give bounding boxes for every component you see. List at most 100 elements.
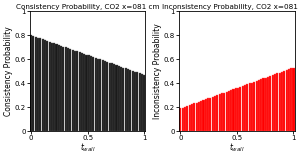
Y-axis label: Consistency Probability: Consistency Probability [4,26,13,116]
Bar [267,77,269,131]
Bar [202,100,205,131]
Bar [32,36,34,131]
Bar [258,80,260,131]
Bar [214,96,216,131]
Bar [104,61,106,131]
Bar [111,64,113,131]
Bar [53,43,55,131]
Bar [279,73,281,131]
Bar [237,88,239,131]
Bar [290,68,292,131]
Bar [228,91,230,131]
Bar [207,98,209,131]
Bar [74,51,76,131]
Bar [56,44,58,131]
Title: Inconsistency Probability, CO2 x=081 cm: Inconsistency Probability, CO2 x=081 cm [162,4,300,10]
Bar [226,92,228,131]
Bar [286,70,288,131]
Bar [79,52,81,131]
Bar [281,72,283,131]
Bar [242,86,244,131]
Bar [97,59,99,131]
Bar [127,69,129,131]
Bar [256,81,258,131]
Bar [249,83,251,131]
Bar [67,48,69,131]
Bar [49,42,51,131]
Bar [88,55,90,131]
Bar [116,65,118,131]
Bar [221,93,223,131]
Bar [30,35,32,131]
Bar [44,40,46,131]
Bar [182,108,184,131]
Bar [212,97,214,131]
Bar [129,70,131,131]
Bar [219,94,221,131]
Bar [246,84,248,131]
Bar [288,69,290,131]
Bar [90,56,92,131]
Bar [122,67,124,131]
X-axis label: $\mathit{t}_{wall}$: $\mathit{t}_{wall}$ [229,141,245,154]
Bar [216,95,218,131]
Bar [69,49,71,131]
Bar [230,90,232,131]
Bar [274,74,276,131]
Bar [200,101,202,131]
Bar [251,83,253,131]
Bar [58,45,60,131]
Bar [120,67,122,131]
Bar [113,64,115,131]
Bar [46,41,48,131]
Bar [292,68,295,131]
Bar [139,73,141,131]
Bar [92,57,95,131]
Bar [244,85,246,131]
Bar [95,58,97,131]
Bar [198,102,200,131]
Bar [239,87,242,131]
Bar [191,104,193,131]
X-axis label: $\mathit{t}_{wall}$: $\mathit{t}_{wall}$ [80,141,95,154]
Bar [134,72,136,131]
Bar [179,108,182,131]
Bar [184,107,186,131]
Bar [209,98,211,131]
Bar [51,43,53,131]
Bar [253,82,255,131]
Bar [136,72,138,131]
Title: Consistency Probability, CO2 x=081 cm: Consistency Probability, CO2 x=081 cm [16,4,159,10]
Bar [35,37,37,131]
Bar [232,89,235,131]
Bar [269,76,272,131]
Y-axis label: Inconsistency Probability: Inconsistency Probability [154,23,163,119]
Bar [62,47,64,131]
Bar [109,63,111,131]
Bar [141,74,143,131]
Bar [99,59,101,131]
Bar [272,75,274,131]
Bar [106,62,108,131]
Bar [118,66,120,131]
Bar [265,78,267,131]
Bar [65,47,67,131]
Bar [189,105,191,131]
Bar [60,46,62,131]
Bar [196,103,198,131]
Bar [76,51,78,131]
Bar [83,54,85,131]
Bar [42,39,44,131]
Bar [235,88,237,131]
Bar [260,79,262,131]
Bar [102,60,104,131]
Bar [193,103,195,131]
Bar [72,50,74,131]
Bar [125,68,127,131]
Bar [132,71,134,131]
Bar [143,75,145,131]
Bar [283,71,285,131]
Bar [205,99,207,131]
Bar [85,55,88,131]
Bar [186,106,188,131]
